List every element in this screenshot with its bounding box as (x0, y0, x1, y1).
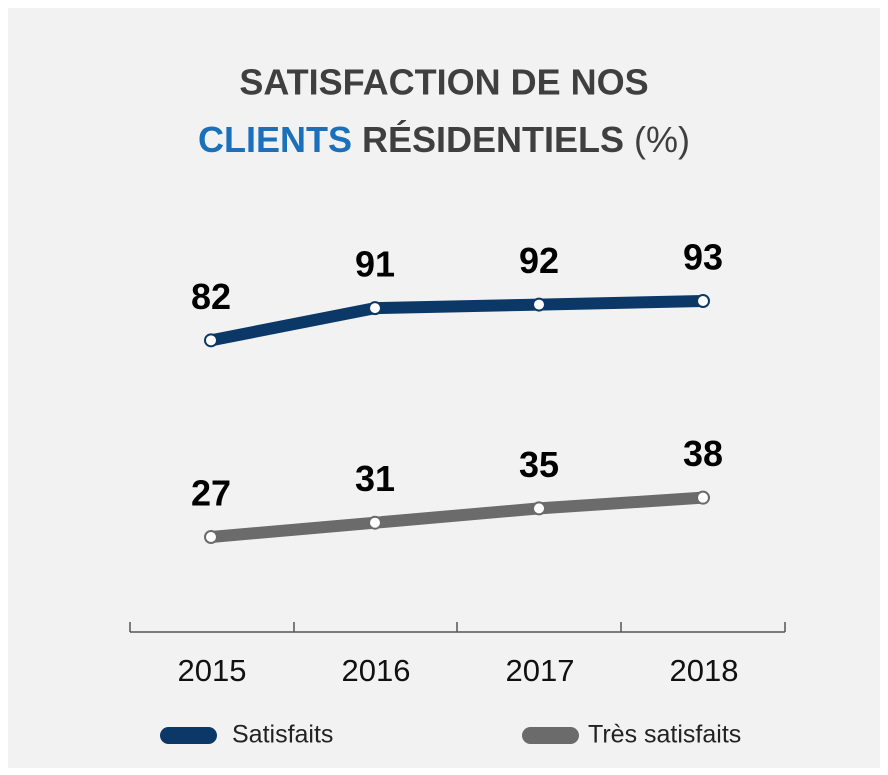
data-point (696, 490, 710, 505)
chart-title: CLIENTS RÉSIDENTIELS (%) (198, 119, 690, 160)
x-tick-label: 2018 (670, 653, 739, 688)
legend-swatch (160, 727, 217, 744)
x-tick-label: 2015 (178, 653, 247, 688)
data-label: 93 (683, 237, 723, 278)
title-unit: (%) (634, 119, 690, 160)
data-point (204, 530, 218, 544)
data-label: 31 (355, 458, 395, 499)
data-label: 27 (191, 473, 231, 514)
data-point (368, 301, 382, 316)
legend-label: Très satisfaits (588, 721, 741, 749)
data-point (696, 294, 710, 308)
data-label: 91 (355, 244, 395, 285)
data-label: 35 (519, 444, 559, 485)
legend-swatch (522, 727, 579, 744)
panel (8, 8, 880, 768)
chart-title: SATISFACTION DE NOS (239, 62, 648, 103)
data-point (204, 333, 218, 348)
data-point (532, 297, 546, 312)
title-part: RÉSIDENTIELS (362, 119, 624, 160)
data-point (368, 515, 382, 530)
title-highlight: CLIENTS (198, 119, 352, 160)
data-label: 92 (519, 240, 559, 281)
x-axis (129, 622, 786, 633)
data-point (532, 501, 546, 516)
data-label: 82 (191, 276, 231, 317)
legend-label: Satisfaits (232, 721, 333, 749)
x-tick-label: 2016 (342, 653, 411, 688)
series-line (205, 295, 709, 347)
data-label: 38 (683, 433, 723, 474)
x-tick-label: 2017 (506, 653, 575, 688)
series-line (205, 491, 709, 543)
